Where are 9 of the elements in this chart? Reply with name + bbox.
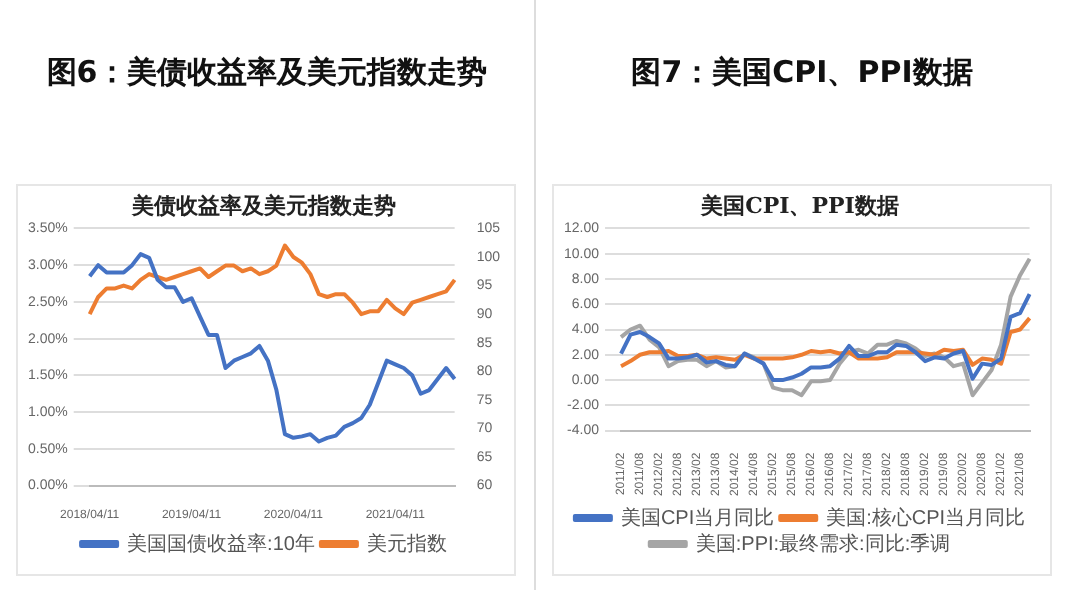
legend-label: 美国:核心CPI当月同比 (826, 505, 1026, 530)
legend-label: 美国国债收益率:10年 (127, 531, 315, 556)
chart-title: 图7：美国CPI、PPI数据 (629, 51, 975, 93)
chart-subtitle: 美债收益率及美元指数走势 (130, 192, 396, 219)
chart-subtitle: 美国CPI、PPI数据 (699, 192, 899, 219)
legend-label: 美国:PPI:最终需求:同比:季调 (695, 531, 951, 556)
legend-label: 美元指数 (366, 531, 447, 556)
legend-label: 美国CPI当月同比 (620, 505, 775, 530)
chart-title: 图6：美债收益率及美元指数走势 (44, 51, 490, 93)
